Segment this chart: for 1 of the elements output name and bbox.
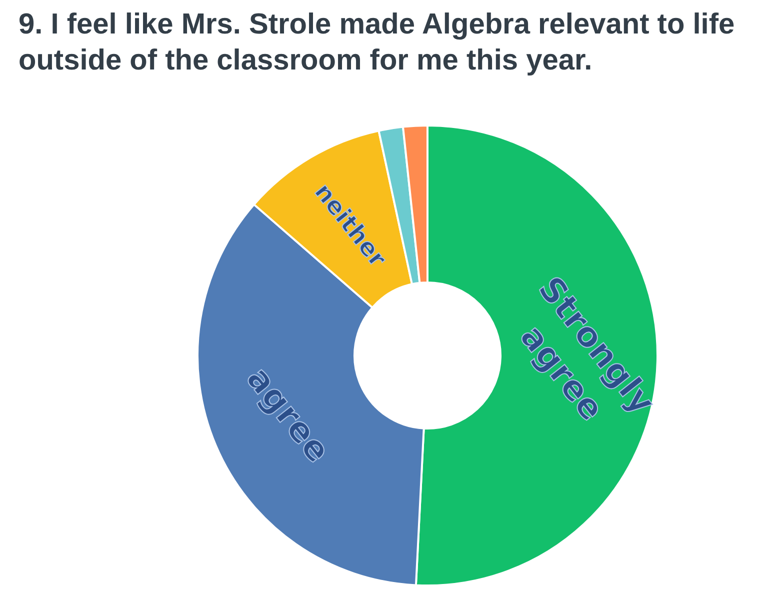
chart-title: 9. I feel like Mrs. Strole made Algebra relevant to life outside of the classroom for me this year.: [18, 8, 735, 76]
